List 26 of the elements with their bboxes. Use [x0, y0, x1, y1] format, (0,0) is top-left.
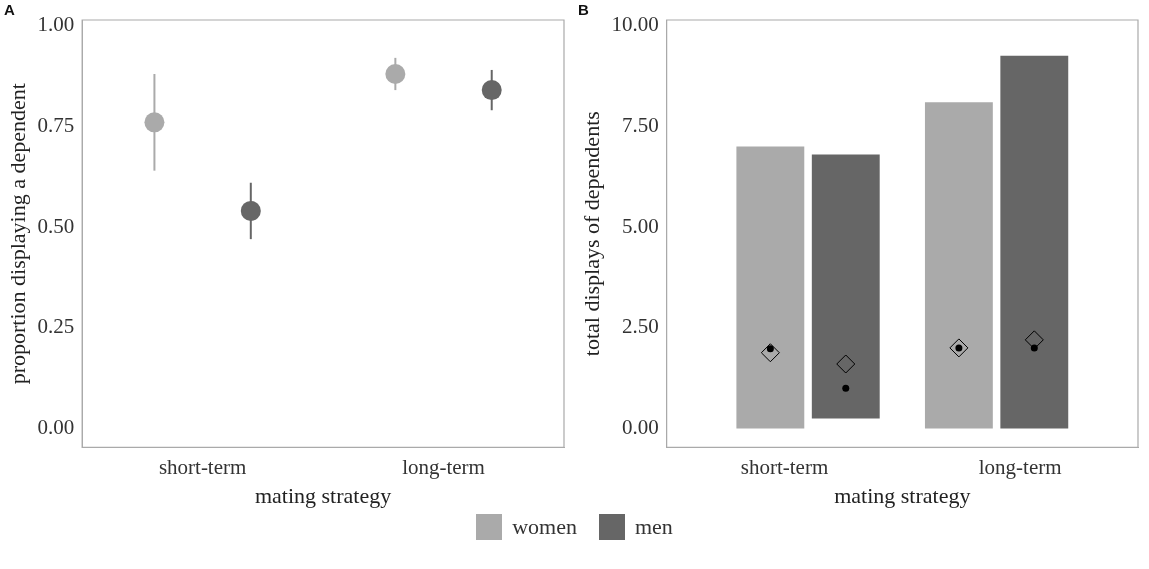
x-axis-title: mating strategy — [254, 482, 392, 508]
legend-label: women — [512, 514, 577, 540]
x-tick-label: short-term — [740, 454, 829, 479]
y-tick-label: 0.00 — [37, 414, 75, 439]
y-axis-title: proportion displaying a dependent — [4, 83, 30, 385]
y-tick-label: 1.00 — [37, 12, 75, 37]
x-tick-label: long-term — [978, 454, 1062, 479]
bar — [924, 102, 993, 429]
y-tick-label: 0.75 — [37, 112, 75, 137]
chart-title: B — [578, 1, 589, 19]
y-tick-label: 0.50 — [37, 213, 75, 238]
y-axis-title: total displays of dependents — [578, 111, 604, 357]
bar — [736, 146, 805, 429]
y-tick-label: 5.00 — [621, 213, 659, 238]
y-tick-label: 7.50 — [621, 112, 659, 137]
bar — [811, 154, 880, 419]
y-tick-label: 0.00 — [621, 414, 659, 439]
x-tick-label: long-term — [402, 454, 485, 479]
y-tick-label: 2.50 — [621, 314, 659, 339]
y-tick-label: 0.25 — [37, 314, 75, 339]
x-tick-label: short-term — [158, 454, 247, 479]
y-tick-label: 10.00 — [611, 12, 659, 37]
x-axis-title: mating strategy — [834, 482, 971, 508]
chart-title: A — [4, 1, 15, 19]
legend-label: men — [634, 514, 673, 540]
bar — [1000, 55, 1069, 429]
